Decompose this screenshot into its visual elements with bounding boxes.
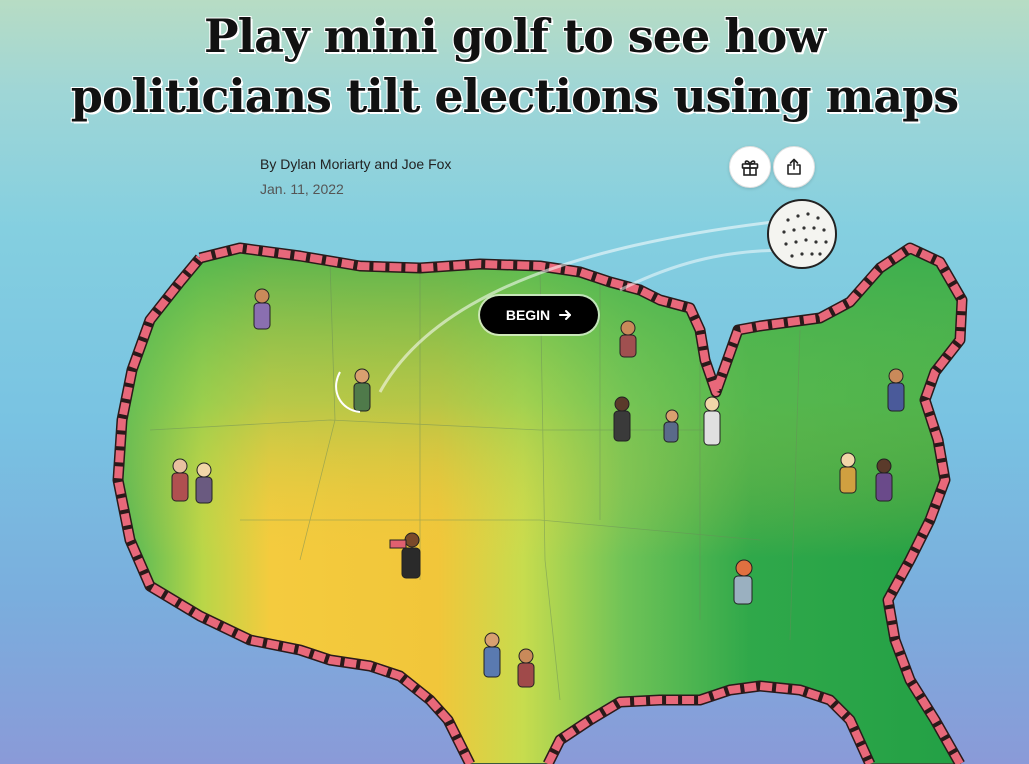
politician-figures <box>171 288 905 688</box>
headline-line-2: politicians tilt elections using maps <box>70 69 959 123</box>
share-icon <box>787 158 801 175</box>
byline-prefix: By <box>260 156 277 172</box>
figure-great-lakes <box>619 320 637 358</box>
page-title: Play mini golf to see how politicians ti… <box>60 6 969 126</box>
figure-northwest <box>253 288 271 330</box>
byline-authors[interactable]: Dylan Moriarty and Joe Fox <box>280 156 452 172</box>
golf-ball-icon <box>767 199 837 269</box>
figure-south <box>733 559 753 605</box>
share-button[interactable] <box>773 146 815 188</box>
byline: By Dylan Moriarty and Joe Fox <box>260 156 451 172</box>
begin-label: BEGIN <box>505 307 551 323</box>
figure-midwest-group <box>613 396 721 446</box>
gift-icon <box>741 160 759 176</box>
arrow-right-icon <box>559 310 572 320</box>
figure-brick-carrier <box>389 532 421 579</box>
figure-southwest-pair <box>171 458 213 504</box>
headline-line-1: Play mini golf to see how <box>204 9 826 63</box>
figure-texas-pair <box>483 632 535 688</box>
figure-golfer <box>335 368 371 413</box>
publish-date: Jan. 11, 2022 <box>260 181 344 197</box>
gift-article-button[interactable] <box>729 146 771 188</box>
begin-button[interactable]: BEGIN <box>480 296 598 334</box>
figure-northeast <box>887 368 905 412</box>
figure-east-pair <box>839 452 893 502</box>
